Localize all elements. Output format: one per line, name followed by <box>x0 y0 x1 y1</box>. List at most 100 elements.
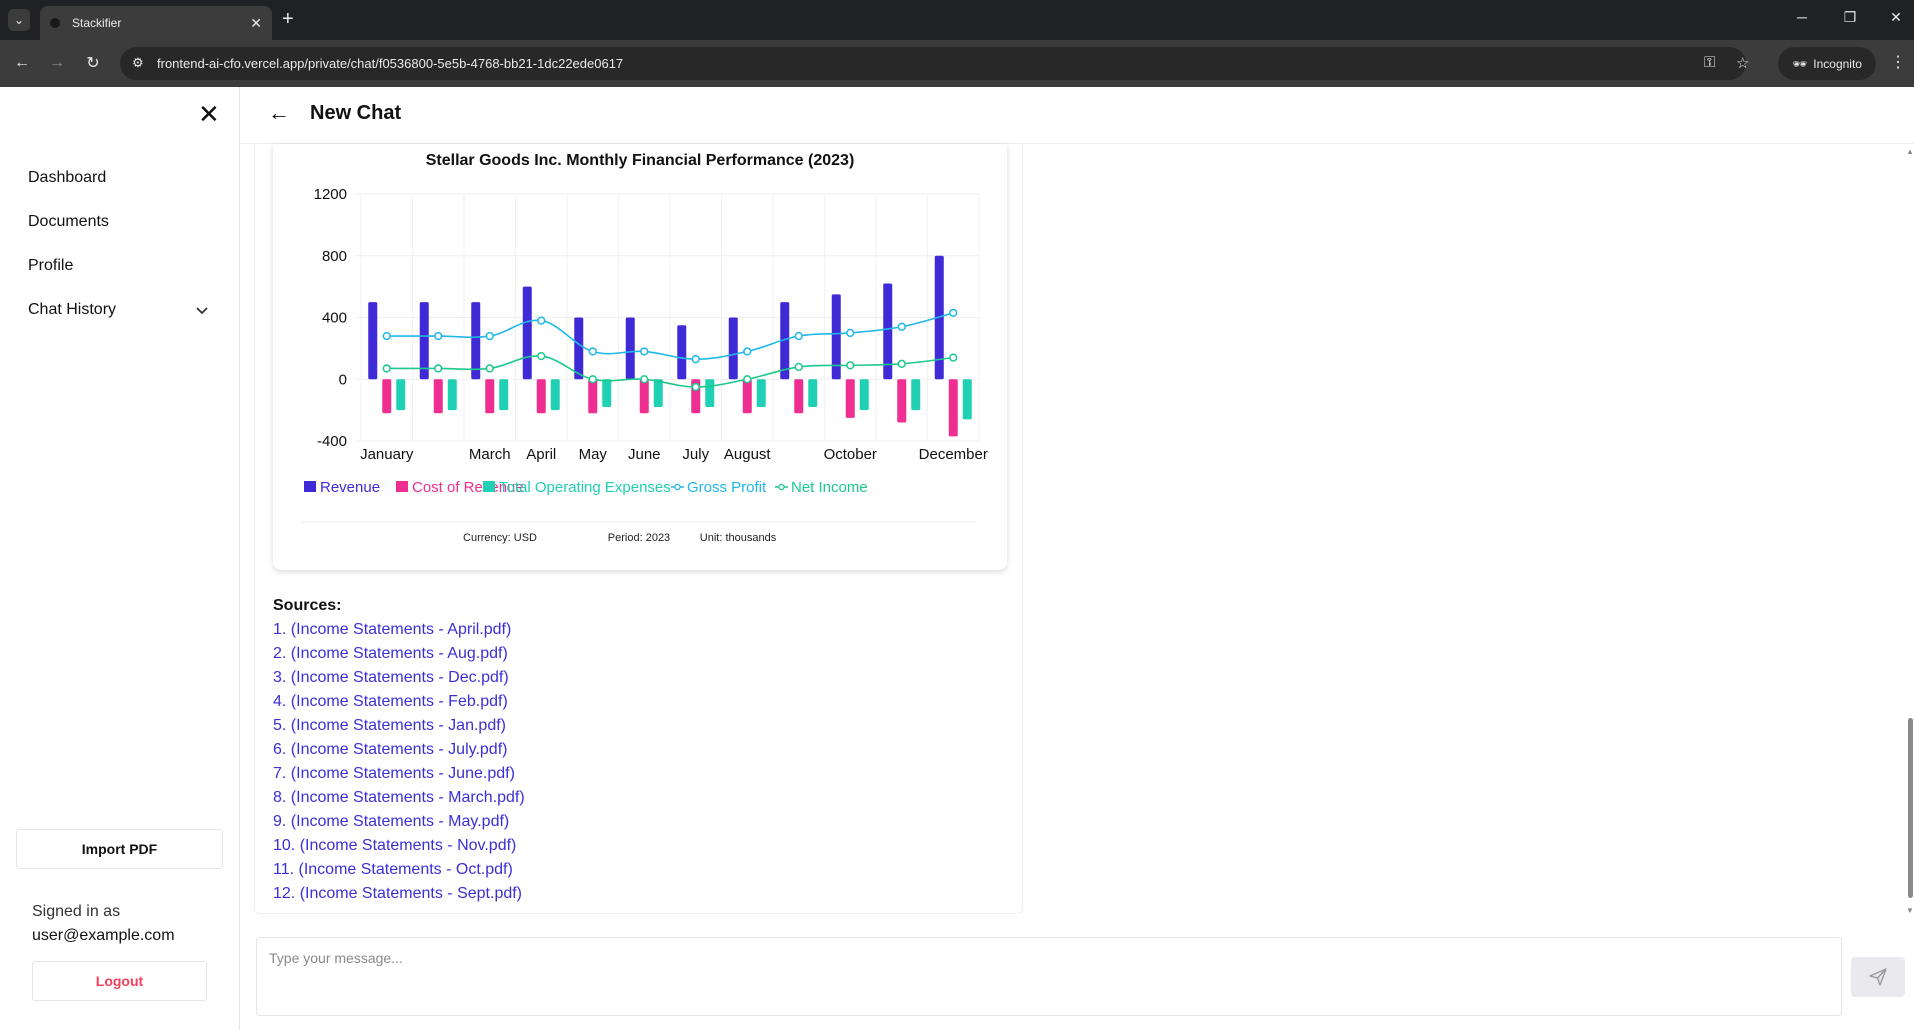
source-link[interactable]: 1. (Income Statements - April.pdf) <box>273 621 512 638</box>
x-tick-label: January <box>360 446 414 463</box>
period-label: Period: 2023 <box>608 532 670 544</box>
close-sidebar-icon[interactable]: ✕ <box>198 99 220 129</box>
sidebar-item-chat-history[interactable]: Chat History <box>28 301 117 318</box>
minimize-icon[interactable]: ─ <box>1797 9 1807 25</box>
reload-icon[interactable]: ↻ <box>86 55 100 72</box>
point-net-income <box>537 351 546 361</box>
signed-in-label: Signed in as <box>32 903 121 920</box>
bar-cost-of-revenue <box>897 379 907 423</box>
point-gross-profit <box>846 328 855 338</box>
bar-revenue <box>625 317 635 380</box>
message-input[interactable] <box>256 937 1842 1016</box>
bar-total-operating-expenses <box>447 379 457 411</box>
url-text[interactable]: frontend-ai-cfo.vercel.app/private/chat/… <box>157 56 624 71</box>
x-tick-label: October <box>824 446 877 463</box>
tab-list-button[interactable]: ⌄ <box>8 9 30 31</box>
sidebar-item-documents[interactable]: Documents <box>28 213 109 230</box>
window-close-icon[interactable]: ✕ <box>1890 9 1902 25</box>
bookmark-star-icon[interactable]: ☆ <box>1736 55 1750 72</box>
x-tick-label: May <box>579 446 608 463</box>
restore-icon[interactable]: ❐ <box>1843 9 1857 25</box>
y-tick-label: 400 <box>322 310 347 327</box>
incognito-icon: 🕶 <box>1792 56 1808 71</box>
point-gross-profit <box>382 331 391 341</box>
chevron-down-icon[interactable] <box>194 303 210 319</box>
bar-revenue <box>522 286 532 380</box>
bar-revenue <box>419 302 429 380</box>
bar-total-operating-expenses <box>396 379 406 411</box>
bar-revenue <box>728 317 738 380</box>
y-tick-label: 800 <box>322 248 347 265</box>
browser-tab-bar: ⌄ Stackifier ✕ + ─ ❐ ✕ <box>0 0 1914 40</box>
new-tab-button[interactable]: + <box>282 8 294 30</box>
bar-total-operating-expenses <box>859 379 869 411</box>
bar-total-operating-expenses <box>756 379 766 408</box>
source-link[interactable]: 6. (Income Statements - July.pdf) <box>273 741 508 758</box>
source-link[interactable]: 3. (Income Statements - Dec.pdf) <box>273 669 509 686</box>
bar-revenue <box>831 294 841 380</box>
bar-cost-of-revenue <box>536 379 546 414</box>
y-tick-label: 0 <box>339 371 347 388</box>
point-net-income <box>794 362 803 372</box>
bar-cost-of-revenue <box>588 379 598 414</box>
point-net-income <box>588 375 597 384</box>
line-net-income <box>386 355 954 388</box>
sidebar-item-dashboard[interactable]: Dashboard <box>28 169 107 186</box>
source-link[interactable]: 12. (Income Statements - Sept.pdf) <box>273 885 523 902</box>
bar-revenue <box>574 317 584 380</box>
y-tick-label: -400 <box>317 433 347 450</box>
source-link[interactable]: 4. (Income Statements - Feb.pdf) <box>273 693 508 710</box>
bar-revenue <box>368 302 378 380</box>
bar-total-operating-expenses <box>705 379 715 408</box>
sidebar: ✕ Dashboard Documents Profile Chat Histo… <box>0 87 240 1030</box>
x-tick-label: July <box>682 446 709 463</box>
forward-icon[interactable]: → <box>49 54 65 71</box>
point-net-income <box>743 375 752 384</box>
back-arrow-icon[interactable]: ← <box>268 100 290 125</box>
bar-cost-of-revenue <box>433 379 443 414</box>
source-link[interactable]: 11. (Income Statements - Oct.pdf) <box>273 861 513 878</box>
point-net-income <box>949 353 958 362</box>
bar-total-operating-expenses <box>499 379 509 411</box>
x-tick-label: August <box>724 446 772 463</box>
bar-cost-of-revenue <box>794 379 804 414</box>
point-net-income <box>640 375 649 384</box>
legend-swatch-revenue <box>304 481 316 492</box>
legend-label-cost-of-revenue: Cost of Revenue <box>412 479 524 496</box>
import-pdf-button[interactable]: Import PDF <box>16 829 223 869</box>
point-gross-profit <box>537 316 546 325</box>
source-link[interactable]: 5. (Income Statements - Jan.pdf) <box>273 717 506 734</box>
currency-label: Currency: USD <box>463 532 537 544</box>
source-link[interactable]: 8. (Income Statements - March.pdf) <box>273 789 525 806</box>
unit-label: Unit: thousands <box>700 532 777 544</box>
incognito-badge[interactable]: 🕶 Incognito <box>1778 47 1876 80</box>
user-email: user@example.com <box>32 927 175 944</box>
source-link[interactable]: 2. (Income Statements - Aug.pdf) <box>273 645 508 662</box>
bar-revenue <box>883 283 893 380</box>
send-button[interactable] <box>1851 957 1905 997</box>
favicon-icon <box>50 18 60 28</box>
source-link[interactable]: 9. (Income Statements - May.pdf) <box>273 813 510 830</box>
scroll-down-arrow[interactable]: ▼ <box>1906 906 1914 915</box>
source-link[interactable]: 7. (Income Statements - June.pdf) <box>273 765 515 782</box>
site-info-icon[interactable]: ⚙ <box>132 55 144 70</box>
tab-close-icon[interactable]: ✕ <box>250 14 262 31</box>
browser-menu-icon[interactable]: ⋮ <box>1890 54 1906 71</box>
point-net-income <box>485 364 494 373</box>
y-tick-label: 1200 <box>314 186 347 203</box>
legend-swatch-cost-of-revenue <box>396 481 408 492</box>
scrollbar-thumb[interactable] <box>1908 718 1913 898</box>
scroll-up-arrow[interactable]: ▲ <box>1906 147 1914 156</box>
point-gross-profit <box>485 331 494 341</box>
source-link[interactable]: 10. (Income Statements - Nov.pdf) <box>273 837 517 854</box>
legend-swatch-gross-profit <box>674 483 681 491</box>
bar-total-operating-expenses <box>911 379 921 411</box>
point-gross-profit <box>949 308 958 318</box>
browser-tab[interactable]: Stackifier ✕ <box>40 6 272 40</box>
password-key-icon[interactable]: ⚿ <box>1704 54 1716 71</box>
back-icon[interactable]: ← <box>14 54 30 71</box>
bar-total-operating-expenses <box>602 379 612 408</box>
logout-button[interactable]: Logout <box>32 961 207 1001</box>
sidebar-item-profile[interactable]: Profile <box>28 257 74 274</box>
address-bar[interactable]: ⚙ frontend-ai-cfo.vercel.app/private/cha… <box>120 47 1750 80</box>
